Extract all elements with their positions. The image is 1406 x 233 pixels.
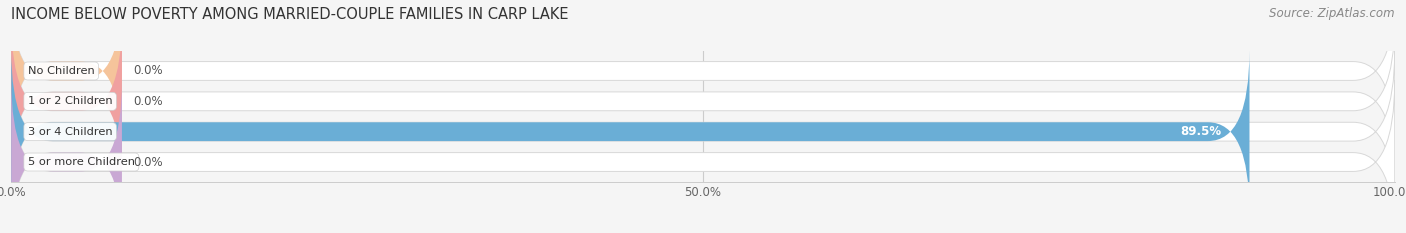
Text: 1 or 2 Children: 1 or 2 Children [28,96,112,106]
Text: INCOME BELOW POVERTY AMONG MARRIED-COUPLE FAMILIES IN CARP LAKE: INCOME BELOW POVERTY AMONG MARRIED-COUPL… [11,7,569,22]
FancyBboxPatch shape [11,0,122,153]
FancyBboxPatch shape [11,80,122,233]
FancyBboxPatch shape [11,80,1395,233]
FancyBboxPatch shape [11,50,1250,213]
FancyBboxPatch shape [11,50,1395,213]
FancyBboxPatch shape [11,20,122,183]
Text: 5 or more Children: 5 or more Children [28,157,135,167]
Text: No Children: No Children [28,66,94,76]
FancyBboxPatch shape [11,20,1395,183]
Text: 89.5%: 89.5% [1181,125,1222,138]
FancyBboxPatch shape [11,0,1395,153]
Text: 0.0%: 0.0% [134,95,163,108]
Text: 0.0%: 0.0% [134,65,163,78]
Text: 0.0%: 0.0% [134,155,163,168]
Text: 3 or 4 Children: 3 or 4 Children [28,127,112,137]
Text: Source: ZipAtlas.com: Source: ZipAtlas.com [1270,7,1395,20]
